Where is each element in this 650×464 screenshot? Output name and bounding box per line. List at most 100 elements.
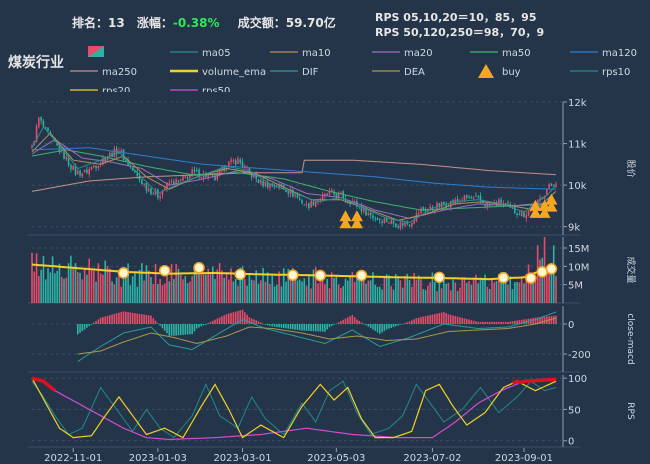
- candle: [514, 206, 516, 213]
- y-tick-label-1-1: 10M: [568, 262, 589, 273]
- macd-bar: [427, 315, 429, 324]
- candle: [67, 157, 70, 166]
- macd-bar: [422, 316, 425, 324]
- volume-bar: [422, 289, 425, 303]
- macd-bar: [273, 324, 276, 327]
- macd-bar: [470, 320, 473, 324]
- change-value: -0.38%: [172, 16, 220, 30]
- volume-bar: [177, 268, 180, 303]
- macd-bar: [493, 321, 496, 324]
- macd-bar: [326, 324, 328, 330]
- macd-bar: [500, 321, 502, 324]
- macd-bar: [443, 312, 445, 324]
- volume-bar: [319, 269, 322, 303]
- y-tick-label-3-1: 50: [568, 405, 581, 416]
- macd-bar: [456, 316, 459, 324]
- candle: [125, 160, 127, 162]
- macd-bar: [397, 324, 399, 326]
- macd-bar: [86, 324, 88, 328]
- macd-bar: [120, 312, 123, 324]
- candle: [404, 222, 406, 226]
- macd-bar: [484, 321, 486, 324]
- volume-bar: [248, 273, 251, 303]
- volume-bar: [532, 278, 534, 303]
- macd-bar: [241, 309, 244, 324]
- volume-bar: [198, 269, 200, 303]
- macd-bar: [436, 313, 438, 324]
- candle: [456, 198, 459, 202]
- volume-bar: [278, 271, 280, 303]
- macd-bar: [264, 324, 267, 325]
- volume-bar: [388, 275, 390, 303]
- candle: [507, 202, 509, 204]
- volume-bar: [429, 282, 431, 303]
- volume-signal-marker: [314, 269, 327, 282]
- volume-bar: [459, 287, 461, 303]
- candle: [198, 169, 200, 178]
- macd-bar: [280, 324, 283, 328]
- macd-bar: [81, 324, 84, 332]
- macd-bar: [184, 324, 187, 335]
- volume-bar: [227, 279, 230, 303]
- candle: [44, 127, 47, 129]
- macd-bar: [367, 324, 370, 327]
- macd-bar: [424, 316, 427, 324]
- macd-bar: [115, 313, 118, 324]
- candle: [179, 179, 182, 181]
- macd-bar: [404, 323, 406, 324]
- macd-bar: [191, 324, 193, 335]
- x-tick-label: 2023-03-01: [213, 453, 271, 464]
- candle: [312, 201, 315, 206]
- candle: [504, 203, 507, 205]
- macd-bar: [433, 314, 436, 324]
- candle: [292, 189, 294, 197]
- legend-label-ma50: ma50: [502, 48, 531, 59]
- volume-bar: [328, 288, 331, 303]
- candle: [440, 201, 443, 208]
- macd-bar: [182, 324, 184, 335]
- legend-label-ma05: ma05: [202, 48, 231, 59]
- volume-bar: [143, 280, 145, 303]
- volume-bar: [497, 273, 500, 303]
- candle: [147, 189, 150, 192]
- candle: [232, 160, 235, 162]
- macd-bar: [257, 321, 260, 324]
- volume-bar: [500, 272, 502, 303]
- candle: [239, 159, 242, 163]
- volume-bar: [360, 276, 363, 303]
- macd-bar: [353, 317, 356, 324]
- macd-bar: [113, 313, 116, 324]
- volume-bar: [58, 263, 61, 303]
- volume-bar: [88, 258, 91, 303]
- candle: [63, 148, 65, 159]
- macd-bar: [271, 324, 274, 327]
- volume-bar: [321, 276, 324, 303]
- volume-bar: [152, 284, 155, 303]
- rps-high-segment: [31, 376, 57, 393]
- volume-bar: [438, 279, 441, 303]
- macd-bar: [488, 321, 491, 324]
- volume-bar: [541, 257, 544, 303]
- candle: [379, 219, 381, 221]
- volume-bar: [440, 288, 443, 303]
- candle: [308, 203, 310, 209]
- macd-bar: [157, 323, 159, 324]
- candle: [70, 164, 72, 170]
- volume-bar: [539, 259, 541, 303]
- volume-bar: [443, 275, 445, 303]
- macd-bar: [289, 324, 292, 330]
- macd-bar: [163, 324, 166, 331]
- volume-bar: [427, 285, 429, 303]
- volume-bar: [447, 282, 450, 303]
- legend: ma05 ma10 ma20 ma50 ma120 ma250 volume_ema DIF D…: [70, 46, 637, 92]
- volume-bar: [81, 279, 84, 303]
- macd-bar: [504, 321, 507, 324]
- macd-bar: [294, 324, 296, 330]
- volume-bar: [406, 273, 409, 303]
- candle: [81, 173, 84, 177]
- volume-bar: [250, 279, 253, 303]
- macd-bar: [122, 311, 125, 324]
- volume-bar: [86, 274, 88, 303]
- volume-bar: [376, 286, 379, 303]
- macd-bar: [303, 324, 306, 331]
